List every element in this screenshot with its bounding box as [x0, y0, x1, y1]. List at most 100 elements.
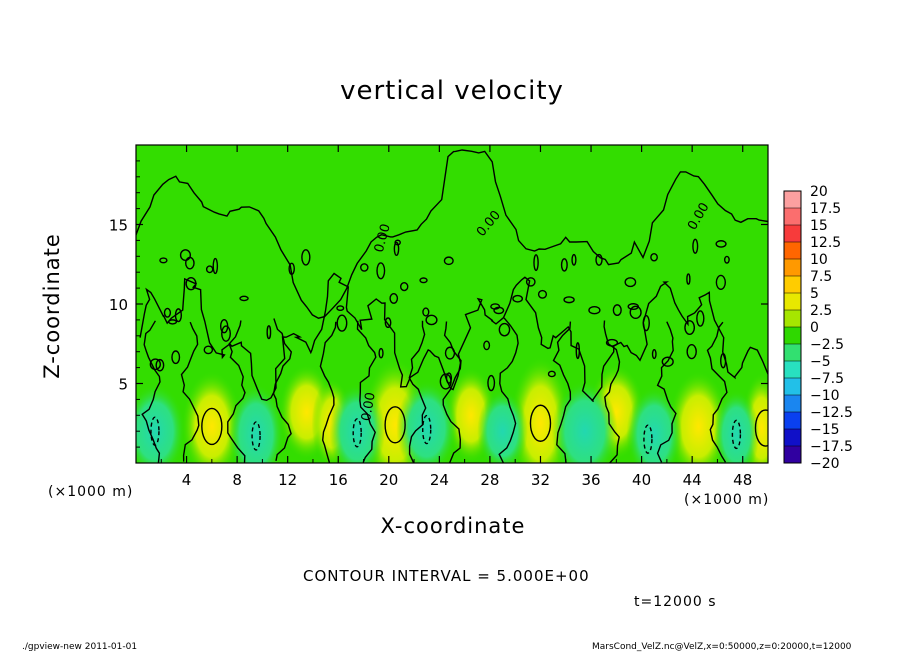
- contour-cell: [336, 314, 348, 332]
- updraft-core-contour: [754, 409, 768, 447]
- colorbar-label: −5: [810, 354, 831, 370]
- time-note: t=12000 s: [634, 594, 717, 610]
- contour-cell: [360, 263, 369, 272]
- x-tick-label: 12: [278, 471, 297, 489]
- contour-cell: [149, 358, 161, 371]
- contour-cell: [560, 258, 568, 272]
- colorbar-label: 10: [810, 252, 828, 268]
- negative-contour: [150, 416, 160, 446]
- contour-cell: [185, 256, 195, 270]
- contour-cell: [422, 307, 430, 317]
- negative-contour: [731, 419, 742, 450]
- colorbar-label: −15: [810, 422, 840, 438]
- contour-cell: [498, 322, 511, 337]
- contour-cell: [595, 253, 603, 266]
- colorbar-label: 20: [810, 184, 828, 200]
- contour-cell: [629, 305, 642, 320]
- contour-cell: [686, 343, 697, 360]
- contour-cell: [684, 320, 696, 335]
- colorbar-swatch: [784, 225, 801, 243]
- negative-contour: [422, 414, 432, 445]
- contour-cell: [425, 314, 438, 326]
- contour-cell: [487, 374, 496, 392]
- contour-line: [656, 321, 677, 463]
- colorbar-label: −7.5: [810, 371, 844, 387]
- downdraft-region: [477, 389, 528, 463]
- x-tick-label: 32: [531, 471, 550, 489]
- x-unit-note-right: (×1000 m): [684, 492, 770, 508]
- contour-cell: [336, 305, 345, 312]
- contour-cell: [266, 325, 272, 340]
- contour-line: [180, 321, 200, 462]
- contour-cell: [167, 319, 178, 325]
- colorbar-swatch: [784, 208, 801, 226]
- contour-cell: [723, 255, 730, 264]
- contour-cell: [384, 317, 392, 329]
- contour-cell: [483, 340, 491, 351]
- contour-cell: [203, 345, 214, 355]
- downdraft-region: [228, 383, 284, 463]
- contour-cell: [155, 358, 165, 372]
- colorbar-label: −10: [810, 388, 840, 404]
- colorbar-label: −2.5: [810, 337, 844, 353]
- colorbar-swatch: [784, 446, 801, 464]
- negative-contour: [643, 424, 653, 454]
- colorbar-swatch: [784, 395, 801, 413]
- x-tick-label: 44: [683, 471, 702, 489]
- contour-line: [498, 317, 519, 463]
- contour-cell: [612, 304, 622, 317]
- contour-cell: [163, 307, 172, 318]
- x-unit-note-left: (×1000 m): [48, 484, 134, 500]
- x-axis-label-text: X-coordinate: [380, 514, 526, 538]
- contour-line: [141, 320, 161, 463]
- colorbar-swatch: [784, 191, 801, 209]
- x-tick-label: 4: [182, 471, 192, 489]
- contour-cell: [575, 342, 581, 360]
- colorbar-label: 12.5: [810, 235, 841, 251]
- contour-cell: [419, 277, 428, 284]
- footer-command: ./gpview-new 2011-01-01: [22, 642, 138, 652]
- downdraft-region: [713, 389, 760, 463]
- contour-cell: [715, 240, 727, 248]
- contour-cell: [389, 292, 399, 304]
- contour-cell: [185, 276, 197, 291]
- contour-cell: [376, 262, 386, 280]
- downdraft-region: [396, 380, 458, 463]
- x-tick-label: 40: [632, 471, 651, 489]
- colorbar-label: 2.5: [810, 303, 832, 319]
- updraft-core-contour: [201, 407, 223, 446]
- x-tick-label: 24: [430, 471, 449, 489]
- contour-line: [272, 318, 293, 462]
- contour-cell: [651, 349, 657, 360]
- contour-cell: [399, 282, 409, 292]
- contour-cell: [179, 249, 192, 262]
- y-tick-label: 5: [118, 376, 128, 394]
- x-tick-label: 28: [480, 471, 499, 489]
- contour-value-label: 0.00: [359, 391, 379, 422]
- contour-cell: [512, 294, 524, 303]
- x-tick-label: 48: [733, 471, 752, 489]
- x-tick-label: 36: [581, 471, 600, 489]
- x-tick-label: 16: [329, 471, 348, 489]
- colorbar-swatch: [784, 344, 801, 362]
- colorbar-label: −17.5: [810, 439, 853, 455]
- contour-cell: [588, 305, 601, 315]
- negative-contour: [352, 418, 362, 448]
- contour-line: [442, 321, 462, 463]
- contour-cell: [378, 347, 384, 359]
- contour-cell: [547, 370, 556, 378]
- updraft-region: [668, 370, 729, 463]
- colorbar-label: −12.5: [810, 405, 853, 421]
- contour-cell: [692, 238, 699, 254]
- contour-line: [706, 321, 728, 463]
- colorbar-swatch: [784, 276, 801, 294]
- colorbar-swatch: [784, 242, 801, 260]
- colorbar-swatch: [784, 327, 801, 345]
- contour-cell: [571, 253, 577, 266]
- contour-cell: [239, 295, 249, 302]
- contour-cell: [650, 253, 658, 262]
- colorbar-label: 5: [810, 286, 819, 302]
- contour-line: [603, 320, 621, 463]
- contour-cell: [445, 372, 453, 384]
- contour-cell: [642, 314, 650, 332]
